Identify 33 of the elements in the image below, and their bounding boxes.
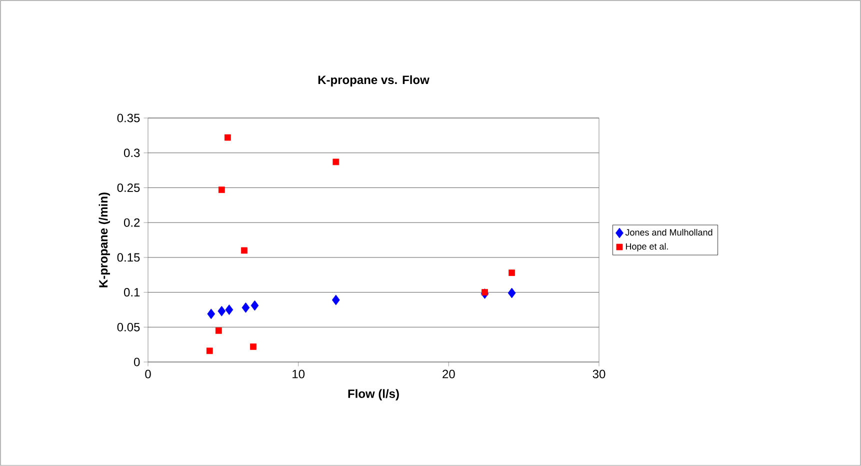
point [332, 294, 340, 306]
point [250, 300, 259, 311]
y-tick-label: 0.05 [117, 322, 140, 332]
legend-label: Jones and Mulholland [625, 228, 712, 236]
point [206, 348, 213, 354]
y-tick-label: 0.25 [117, 183, 140, 192]
x-tick-label: 30 [592, 370, 606, 378]
point [224, 134, 231, 141]
point [225, 304, 234, 315]
point [508, 288, 516, 298]
y-tick-label: 0.35 [117, 114, 140, 122]
legend-label: Hope et al. [626, 242, 668, 252]
y-tick-label: 0.2 [124, 218, 140, 227]
y-axis-title: K-propane (/min) [98, 192, 110, 288]
point [207, 308, 216, 320]
x-axis-title: Flow (l/s) [348, 389, 399, 400]
point [250, 343, 256, 350]
y-tick-label: 0 [134, 358, 140, 366]
point [218, 186, 225, 194]
y-tick-label: 0.3 [124, 148, 140, 158]
x-tick-label: 10 [292, 370, 305, 378]
y-tick-label: 0.15 [117, 253, 140, 262]
point [242, 302, 250, 313]
point [332, 158, 340, 166]
chart-title: K-propane vs. Flow [318, 75, 430, 86]
point [218, 306, 226, 316]
point [508, 270, 516, 276]
x-tick-label: 0 [145, 370, 151, 378]
y-tick-label: 0.1 [124, 288, 140, 297]
point [241, 247, 248, 254]
point [482, 289, 488, 296]
point [215, 327, 222, 334]
x-tick-label: 20 [442, 370, 455, 378]
